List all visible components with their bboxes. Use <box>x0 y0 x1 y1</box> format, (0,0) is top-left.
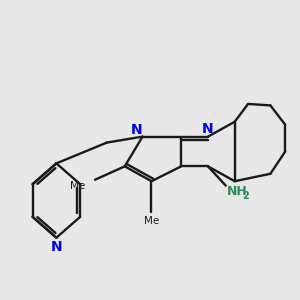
Text: NH: NH <box>227 184 248 197</box>
Text: N: N <box>202 122 214 136</box>
Text: 2: 2 <box>243 191 250 201</box>
Text: Me: Me <box>144 216 159 226</box>
Text: Me: Me <box>70 181 85 191</box>
Text: N: N <box>131 123 142 137</box>
Text: N: N <box>51 240 62 254</box>
